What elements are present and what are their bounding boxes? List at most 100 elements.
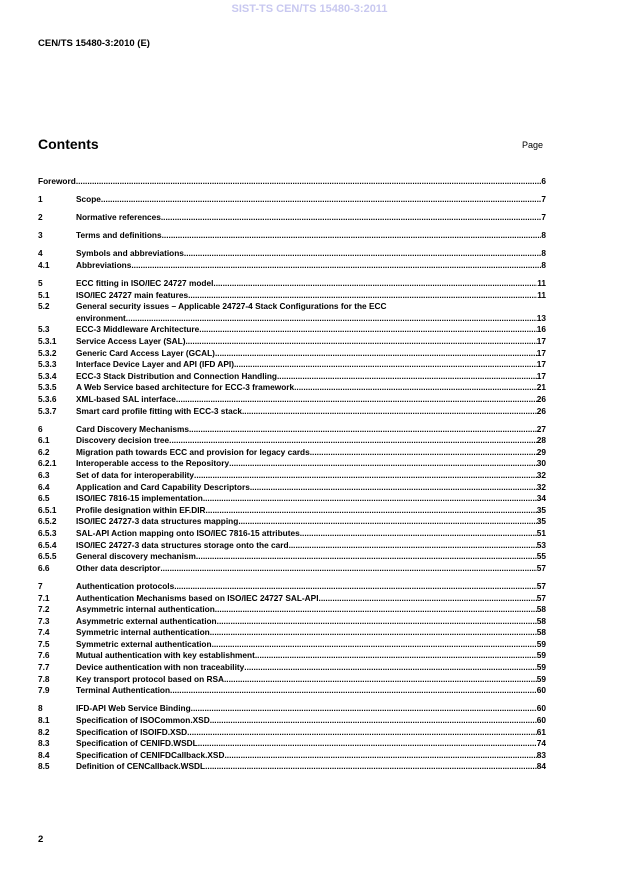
toc-entry[interactable]: 7.8 Key transport protocol based on RSA 5… (38, 674, 546, 686)
dot-leader (131, 260, 541, 272)
toc-entry-page: 11 (537, 278, 546, 289)
toc-entry[interactable]: 7.7 Device authentication with non tracea… (38, 662, 546, 674)
toc-entry-number: 5.3.1 (38, 336, 57, 347)
toc-entry-number-spacer (38, 313, 76, 325)
toc-group: 1 Scope 7 (38, 194, 546, 206)
watermark: SIST-TS CEN/TS 15480-3:2011 (231, 3, 388, 15)
toc-entry[interactable]: 6.6 Other data descriptor 57 (38, 563, 546, 575)
toc-entry-number: 7.7 (38, 662, 50, 673)
toc-entry[interactable]: 5.3.7 Smart card profile fitting with ECC… (38, 406, 546, 418)
dot-leader (184, 248, 541, 260)
dot-leader (191, 703, 537, 715)
dot-leader (176, 394, 537, 406)
toc-entry[interactable]: 5.3.4 ECC-3 Stack Distribution and Connec… (38, 371, 546, 383)
toc-entry[interactable]: 7.5 Symmetric external authentication 59 (38, 639, 546, 651)
toc-entry[interactable]: 6.2.1 Interoperable access to the Reposit… (38, 458, 546, 470)
toc-entry[interactable]: 5.3.2 Generic Card Access Layer (GCAL) 17 (38, 348, 546, 360)
toc-entry-page: 55 (536, 551, 546, 562)
toc-entry[interactable]: 6.1 Discovery decision tree 28 (38, 435, 546, 447)
toc-entry-page: 8 (541, 230, 546, 241)
toc-entry[interactable]: 7.6 Mutual authentication with key establ… (38, 650, 546, 662)
toc-entry-title: Normative references (76, 212, 161, 223)
toc-entry-number: 7.8 (38, 673, 50, 684)
toc-entry[interactable]: 6.2 Migration path towards ECC and provis… (38, 447, 546, 459)
dot-leader (170, 685, 537, 697)
toc-entry[interactable]: 5.3 ECC-3 Middleware Architecture 16 (38, 324, 546, 336)
toc-entry[interactable]: 7.3 Asymmetric external authentication 58 (38, 616, 546, 628)
dot-leader (319, 593, 537, 605)
toc-entry-title-line2: environment (76, 312, 126, 323)
toc-entry-page: 83 (536, 749, 546, 760)
dot-leader (126, 313, 537, 325)
toc-entry-title: Specification of CENIFD.WSDL (76, 738, 198, 749)
toc-entry-title: Specification of ISOIFD.XSD (76, 726, 188, 737)
toc-entry[interactable]: 3 Terms and definitions 8 (38, 230, 546, 242)
toc-entry-number: 7.1 (38, 592, 50, 603)
toc-entry[interactable]: 4 Symbols and abbreviations 8 (38, 248, 546, 260)
toc-entry[interactable]: 6 Card Discovery Mechanisms 27 (38, 424, 546, 436)
toc-entry[interactable]: 5.3.1 Service Access Layer (SAL) 17 (38, 336, 546, 348)
toc-entry[interactable]: 1 Scope 7 (38, 194, 546, 206)
toc-entry-page: 58 (536, 627, 546, 638)
toc-entry[interactable]: 4.1 Abbreviations 8 (38, 260, 546, 272)
toc-entry-title: ECC-3 Middleware Architecture (76, 324, 200, 335)
toc-entry[interactable]: 7.4 Symmetric internal authentication 58 (38, 627, 546, 639)
toc-entry[interactable]: 8.4 Specification of CENIFDCallback.XSD 8… (38, 750, 546, 762)
toc-entry[interactable]: 6.5.1 Profile designation within EF.DIR 3… (38, 505, 546, 517)
dot-leader (255, 650, 537, 662)
toc-entry[interactable]: 8.3 Specification of CENIFD.WSDL 74 (38, 738, 546, 750)
toc-entry[interactable]: 6.5.5 General discovery mechanism 55 (38, 551, 546, 563)
toc-entry-title: General security issues – Applicable 247… (76, 301, 387, 312)
toc-entry-page: 30 (536, 458, 546, 469)
toc-entry-page: 26 (536, 394, 546, 404)
toc-entry[interactable]: 5.3.3 Interface Device Layer and API (IFD… (38, 359, 546, 371)
toc-entry-number: 5.3.4 (38, 370, 57, 381)
dot-leader (224, 750, 536, 762)
toc-entry[interactable]: 6.5.3 SAL-API Action mapping onto ISO/IEC… (38, 528, 546, 540)
dot-leader (187, 727, 537, 739)
toc-entry[interactable]: 6.5.4 ISO/IEC 24727-3 data structures sto… (38, 540, 546, 552)
toc-entry-title: Set of data for interoperability (76, 470, 195, 481)
toc-entry-continuation[interactable]: environment 13 (38, 313, 546, 325)
toc-entry[interactable]: 7 Authentication protocols 57 (38, 581, 546, 593)
toc-entry-number: 1 (38, 194, 43, 205)
toc-entry-title: Asymmetric internal authentication (76, 604, 215, 615)
toc-entry[interactable]: 5.3.5 A Web Service based architecture fo… (38, 382, 546, 394)
toc-entry-page: 7 (541, 212, 546, 223)
toc-entry[interactable]: 5.3.6 XML-based SAL interface 26 (38, 394, 546, 406)
toc-entry-number: 6.5.3 (38, 528, 57, 539)
toc-entry[interactable]: 7.1 Authentication Mechanisms based on IS… (38, 593, 546, 605)
toc-entry-title: Asymmetric external authentication (76, 615, 217, 626)
toc-entry[interactable]: 5 ECC fitting in ISO/IEC 24727 model 11 (38, 278, 546, 290)
toc-entry[interactable]: 2 Normative references 7 (38, 212, 546, 224)
toc-entry[interactable]: Foreword 6 (38, 176, 546, 188)
toc-entry[interactable]: 8 IFD-API Web Service Binding 60 (38, 703, 546, 715)
toc-entry[interactable]: 6.4 Application and Card Capability Descr… (38, 482, 546, 494)
toc-entry[interactable]: 7.9 Terminal Authentication 60 (38, 685, 546, 697)
toc-entry-title: Smart card profile fitting with ECC-3 st… (76, 405, 242, 416)
toc-entry[interactable]: 5.1 ISO/IEC 24727 main features 11 (38, 290, 546, 302)
toc-entry[interactable]: 6.5 ISO/IEC 7816-15 implementation 34 (38, 493, 546, 505)
toc-entry-page: 60 (536, 714, 546, 725)
toc-entry-title: Terminal Authentication (76, 685, 171, 696)
toc-entry[interactable]: 7.2 Asymmetric internal authentication 58 (38, 604, 546, 616)
toc-entry-title: SAL-API Action mapping onto ISO/IEC 7816… (76, 528, 300, 539)
toc-entry-title: Symmetric internal authentication (76, 627, 210, 638)
toc-entry-page: 35 (536, 504, 546, 515)
toc-entry-page: 60 (536, 703, 546, 714)
dot-leader (294, 382, 537, 394)
toc-entry-number: 7.4 (38, 627, 50, 638)
toc-entry-page: 27 (536, 423, 546, 434)
toc-entry[interactable]: 8.5 Definition of CENCallback.WSDL 84 (38, 761, 546, 773)
toc-entry[interactable]: 8.1 Specification of ISOCommon.XSD 60 (38, 715, 546, 727)
toc-entry-number: 6.5.1 (38, 504, 57, 515)
toc-entry-title: Symmetric external authentication (76, 638, 212, 649)
contents-title: Contents (38, 136, 99, 152)
toc-entry[interactable]: 6.3 Set of data for interoperability 32 (38, 470, 546, 482)
toc-entry[interactable]: 5.2 General security issues – Applicable … (38, 301, 546, 313)
dot-leader (310, 447, 537, 459)
toc-entry[interactable]: 8.2 Specification of ISOIFD.XSD 61 (38, 727, 546, 739)
toc-entry[interactable]: 6.5.2 ISO/IEC 24727-3 data structures map… (38, 516, 546, 528)
dot-leader (229, 458, 537, 470)
